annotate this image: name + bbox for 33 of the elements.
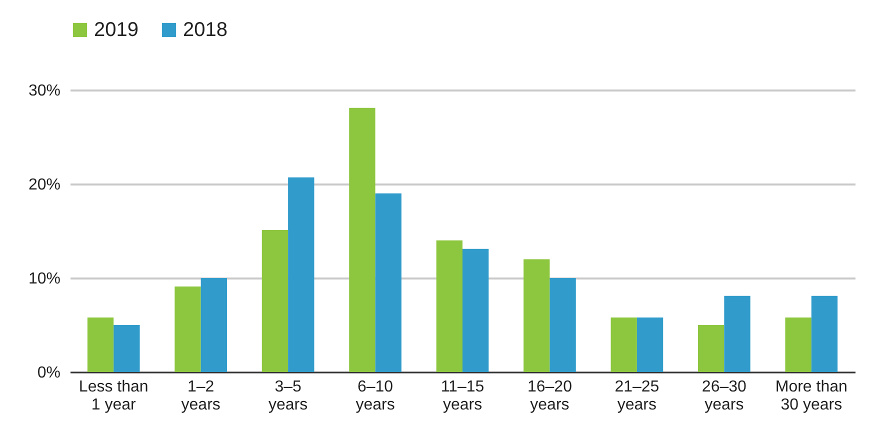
bar xyxy=(462,248,489,372)
x-tick-label: 26–30 years xyxy=(702,378,747,414)
bar xyxy=(610,317,637,372)
bar xyxy=(698,325,724,372)
y-tick-label: 30% xyxy=(28,82,60,100)
bar xyxy=(550,278,576,372)
x-tick-label: Less than 1 year xyxy=(78,378,148,414)
x-tick-label: More than 30 years xyxy=(775,378,848,414)
y-tick-label: 10% xyxy=(28,270,60,288)
y-tick-label: 20% xyxy=(28,176,60,194)
bar xyxy=(524,259,550,372)
bar xyxy=(636,317,664,372)
bar xyxy=(724,296,750,372)
bar xyxy=(375,193,402,372)
bar xyxy=(785,317,812,372)
bar xyxy=(87,317,114,372)
bar xyxy=(349,108,376,372)
legend-label: 2019 xyxy=(94,19,138,41)
y-tick-label: 0% xyxy=(37,364,60,382)
bar xyxy=(200,278,227,372)
bar xyxy=(811,296,838,372)
x-tick-label: 3–5 years xyxy=(268,378,308,414)
bar xyxy=(288,177,314,372)
bar xyxy=(436,240,462,372)
x-tick-label: 21–25 years xyxy=(614,378,660,414)
bar xyxy=(262,230,288,372)
legend-label: 2018 xyxy=(183,19,228,41)
x-tick-label: 11–15 years xyxy=(440,378,484,414)
x-tick-label: 1–2 years xyxy=(181,378,220,414)
bar xyxy=(174,286,201,372)
bar xyxy=(114,325,140,372)
x-tick-label: 16–20 years xyxy=(527,378,572,414)
x-tick-label: 6–10 years xyxy=(356,378,395,414)
